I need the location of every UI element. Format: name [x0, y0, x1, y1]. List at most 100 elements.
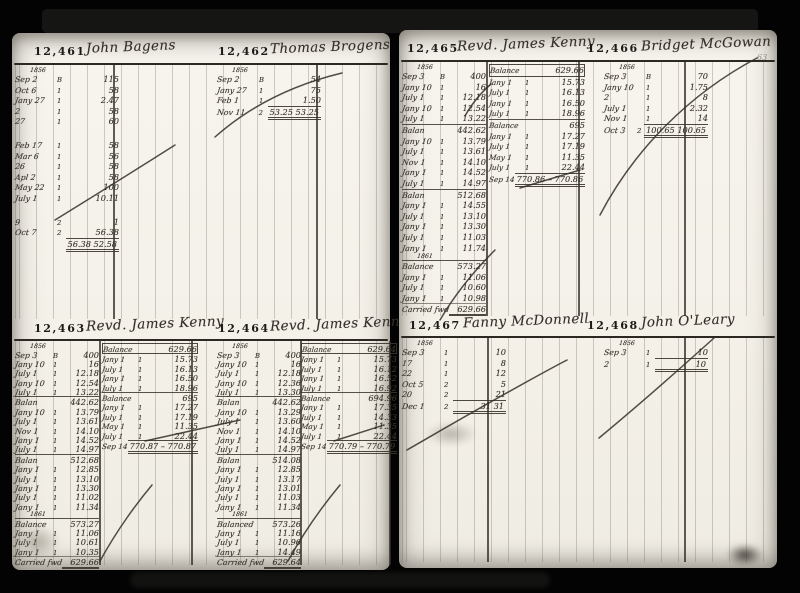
balance-row: Balan 512.68: [14, 453, 99, 465]
account-number: 12,461: [34, 45, 86, 58]
ledger-row: Jany 1 1 16.52: [300, 373, 397, 384]
ledger-row: Jany 1 1 12.85: [14, 464, 99, 475]
ledger-row: Jany 1 1 16.50: [101, 373, 198, 384]
ledger-row: July 1 1 11.02: [14, 492, 99, 503]
ledger-row: July 1 1 14.33: [300, 411, 397, 422]
balance-row: Balance 573.27: [401, 260, 486, 272]
ledger-row: May 1 1 11.35: [300, 421, 397, 432]
ledger-row: Jany 1 1 13.30: [401, 221, 486, 232]
total-row: Sep 14 770.86 – 770.86: [488, 172, 586, 187]
year-marker: 1861: [416, 253, 434, 261]
ledger-row: 2 1 58: [14, 105, 119, 116]
ledger-row: July 1 1 16.92: [300, 382, 397, 393]
ledger-row: Sep 3 1 10: [401, 347, 506, 357]
account-number: 12,467: [409, 319, 461, 332]
account-number: 12,462: [218, 45, 270, 58]
ledger-row: Jany 1 1 16.50: [488, 97, 585, 108]
ledger-row: July 1 1 13.17: [216, 473, 301, 484]
ledger-row: July 1 1 16.12: [300, 363, 397, 374]
account-name: Thomas Brogens: [269, 36, 391, 58]
balance-row: Balan 514.08: [216, 453, 301, 465]
ledger-row: Jany 10 1 16: [14, 358, 99, 369]
account-name: John Bagens: [85, 37, 177, 57]
ledger-row: July 1 1 18.96: [101, 382, 198, 393]
ledger-row: July 1 1 13.61: [14, 416, 99, 427]
pencil-scribble-smudge: [425, 422, 477, 446]
ledger-row: Jany 1 1 14.52: [401, 167, 486, 178]
account-panel-12462: 1856 Sep 2 B 54 Jany 27 1 75 Feb 1 1 1.50 Nov 11 2 5…: [201, 65, 390, 319]
account-number: 12,464: [218, 322, 270, 335]
carried-forward-row: Carried fwd 629.66: [401, 303, 486, 317]
year-marker: 1856: [29, 67, 47, 74]
year-marker: 1856: [416, 64, 434, 71]
entry-column: 1856 Sep 3 B 70 Jany 10 1 1.75 2 1 8 July 1 1 2.32 No…: [603, 64, 708, 138]
header-rule: [401, 336, 775, 338]
ledger-row: July 1 1 13.10: [14, 473, 99, 484]
account-panel-12468: 1856 Sep 3 1 10 2 1 10: [588, 338, 777, 562]
balance-row: Balan 442.62: [14, 396, 99, 408]
ledger-row: May 1 1 11.35: [101, 421, 198, 432]
ink-smudge: [16, 525, 60, 559]
ledger-row: 22 1 12: [401, 368, 506, 379]
ledger-row: Oct 6 1 58: [14, 84, 119, 95]
ledger-row: Jany 10 1 16: [401, 81, 486, 92]
money-column-rule: [486, 62, 488, 316]
ledger-row: 26 1 58: [14, 161, 119, 172]
ledger-row: Jany 1 1 13.01: [216, 482, 301, 493]
ledger-row: Jany 1 1 15.73: [300, 354, 397, 365]
ledger-row: Jany 10 1 13.29: [216, 406, 301, 417]
ledger-row: Nov 1 1 14: [603, 113, 708, 124]
ledger-row: July 1 1 11.03: [216, 492, 301, 503]
entry-column: 1856 Sep 3 1 10 2 1 10: [603, 340, 708, 372]
account-name: Bridget McGowan: [640, 33, 772, 55]
ledger-row: July 1 1 14.97: [14, 444, 99, 455]
balance-row: Balance 629.64: [301, 343, 397, 355]
account-number: 12,463: [34, 322, 86, 335]
ledger-row: Nov 1 1 14.10: [14, 425, 99, 436]
year-marker: 1856: [618, 64, 636, 71]
page-half: 12,461 John Bagens 12,462 Thomas Brogens…: [12, 33, 391, 319]
ledger-row: July 1 1 12.18: [14, 368, 99, 379]
row-spacer: [15, 127, 119, 140]
ledger-row: Jany 1 1 14.52: [216, 435, 301, 446]
ledger-row: Sep 2 B 54: [216, 74, 321, 84]
ledger-row: Sep 3 B 400: [216, 349, 301, 360]
total-row: Nov 11 2 53.25 53.25: [216, 105, 321, 120]
entry-column: 1856 Sep 3 B 400 Jany 10 1 16 July 1 1 12.18 Jany …: [14, 343, 99, 570]
ledger-page-left: 12,461 John Bagens 12,462 Thomas Brogens…: [12, 33, 408, 570]
ledger-row: Jany 1 1 17.27: [488, 130, 585, 141]
entry-column: 1856 Sep 2 B 54 Jany 27 1 75 Feb 1 1 1.50 Nov 11 2 5…: [216, 67, 321, 120]
ledger-grid: 1856 Sep 2 B 115 Oct 6 1 58 Jany 27 1 2.47 2 1 58 27 1…: [12, 65, 390, 319]
ledger-grid: 1856 Sep 3 B 400 Jany 10 1 16 July 1 1 12.18 Jany …: [399, 62, 777, 317]
ledger-row: July 1 1 16.13: [488, 87, 585, 98]
ledger-row: May 1 1 11.35: [488, 151, 585, 162]
ledger-row: July 1 1 13.10: [401, 210, 486, 221]
scan-shadow-bottom: [130, 572, 550, 588]
ledger-row: July 1 1 2.32: [603, 102, 708, 113]
ledger-row: July 1 1 13.30: [216, 387, 301, 398]
ledger-row: July 1 1 11.03: [401, 231, 486, 242]
account-name: Fanny McDonnell: [462, 310, 590, 332]
total-row: Sep 14 770.79 – 770.79: [300, 439, 398, 454]
ledger-row: July 1 1 18.96: [488, 108, 585, 119]
ink-smudge: [727, 544, 763, 566]
ledger-row: July 1 1 14.97: [216, 444, 301, 455]
ledger-grid: 1856 Sep 3 B 400 Jany 10 1 16 July 1 1 12.18 Jany …: [12, 341, 398, 570]
ledger-row: July 1 1 10.60: [401, 282, 486, 293]
total-row: Sep 14 770.87 – 770.87: [101, 439, 199, 454]
page-half: 12,463 Revd. James Kenny 12,464 Revd. Ja…: [12, 313, 408, 570]
ledger-row: Jany 1 1 12.85: [216, 464, 301, 475]
ledger-row: Jany 27 1 2.47: [14, 95, 119, 106]
account-number: 12,466: [587, 42, 639, 55]
ledger-row: Jany 10 1 16: [216, 358, 301, 369]
ledger-row: Sep 3 B 70: [603, 71, 708, 81]
account-panel-12461: 1856 Sep 2 B 115 Oct 6 1 58 Jany 27 1 2.47 2 1 58 27 1…: [12, 65, 201, 319]
entry-column: 1856 Sep 3 B 400 Jany 10 1 16 July 1 1 12.18 Jany …: [216, 343, 301, 570]
ledger-row: Apl 2 1 58: [14, 171, 119, 182]
